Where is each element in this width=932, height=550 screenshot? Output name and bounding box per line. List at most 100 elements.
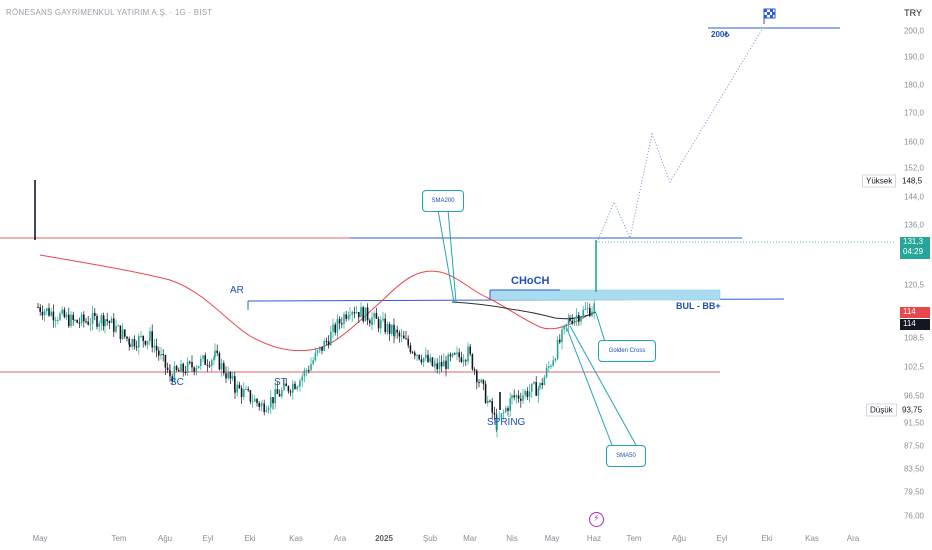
time-tick: Ara <box>333 534 347 543</box>
lightning-icon[interactable]: ⚡ <box>589 512 604 527</box>
candle-body <box>559 339 561 343</box>
candle-body <box>83 314 85 322</box>
currency-label: TRY <box>904 8 922 18</box>
candle-body <box>396 329 398 333</box>
candles-group <box>34 180 597 438</box>
candle-body <box>524 391 526 396</box>
candle-body <box>158 350 160 356</box>
candle-body <box>54 320 57 322</box>
candle-body <box>57 319 59 321</box>
candle-body <box>283 383 285 391</box>
candle-body <box>236 384 238 393</box>
candle-body <box>369 320 371 324</box>
price-tick: 120,5 <box>903 280 924 290</box>
candle-body <box>94 312 96 317</box>
candle-body <box>104 319 106 327</box>
price-tick: 160,0 <box>903 137 924 147</box>
candle-body <box>50 311 52 316</box>
candle-body <box>528 391 531 397</box>
price-tick: 102,5 <box>903 362 924 372</box>
time-tick: Mar <box>463 534 477 543</box>
candle-body <box>500 413 503 419</box>
candle-body <box>74 319 76 321</box>
candle-body <box>584 308 587 310</box>
candle-body <box>578 315 580 322</box>
price-tick: 79,50 <box>903 487 924 497</box>
candle-body <box>78 322 81 324</box>
candle-body <box>265 410 268 412</box>
candle-body <box>537 387 540 396</box>
candle-body <box>68 314 70 327</box>
candle-body <box>373 313 375 318</box>
candle-body <box>364 307 367 322</box>
candle-body <box>129 344 131 347</box>
candle-body <box>178 369 180 372</box>
candle-body <box>272 397 274 404</box>
candle-body <box>517 395 520 399</box>
candle-body <box>526 391 529 397</box>
candle-body <box>260 404 263 407</box>
candle-body <box>234 389 236 393</box>
candle-body <box>366 307 369 321</box>
candle-body <box>193 367 195 372</box>
candle-body <box>456 352 458 355</box>
candle-body <box>65 314 68 318</box>
candle-body <box>480 379 482 383</box>
golden-cross-callout[interactable]: Golden Cross <box>598 340 656 362</box>
candle-body <box>467 346 469 359</box>
current-price-value: 131,3 <box>903 237 924 246</box>
candle-body <box>254 399 256 402</box>
candle-body <box>102 315 105 327</box>
candle-body <box>294 383 296 389</box>
candle-body <box>478 382 480 384</box>
choch-zone[interactable] <box>489 289 721 301</box>
candle-body <box>131 338 133 347</box>
sma200-callout[interactable]: SMA200 <box>422 190 464 212</box>
candle-body <box>124 329 126 337</box>
candle-body <box>166 367 169 371</box>
candle-body <box>580 316 582 322</box>
candle-body <box>180 363 182 372</box>
candle-body <box>482 379 485 384</box>
low-value: 93,75 <box>899 404 926 416</box>
candle-body <box>39 307 41 312</box>
time-axis[interactable]: May Tem Ağu Eyl Eki Kas Ara 2025 Şub Mar Nis May Haz… <box>0 534 880 548</box>
time-tick: Ağu <box>157 534 173 543</box>
candle-body <box>375 313 378 319</box>
candle-body <box>138 335 140 348</box>
sma50-callout[interactable]: SMA50 <box>606 445 646 467</box>
candle-body <box>454 353 456 355</box>
time-tick: Şub <box>422 534 438 543</box>
candle-body <box>108 321 111 323</box>
candle-body <box>409 345 412 353</box>
candle-body <box>520 398 522 401</box>
candle-body <box>341 323 343 325</box>
sma50-pointer-b <box>569 325 637 446</box>
time-tick: Haz <box>586 534 602 543</box>
candle-body <box>113 318 115 332</box>
candle-body <box>204 355 206 365</box>
candle-body <box>498 418 500 420</box>
candle-body <box>169 371 171 377</box>
candle-body <box>422 357 425 363</box>
candle-body <box>545 367 548 378</box>
candle-body <box>513 395 515 398</box>
candle-body <box>218 353 221 370</box>
candle-body <box>119 325 122 339</box>
candle-body <box>287 386 290 392</box>
candle-body <box>451 353 454 357</box>
candle-body <box>386 324 389 333</box>
candle-body <box>491 401 493 413</box>
candle-body <box>305 370 308 372</box>
candle-body <box>377 318 380 329</box>
candle-body <box>460 357 463 362</box>
candle-body <box>334 324 336 333</box>
candle-body <box>582 309 584 317</box>
candle-body <box>411 352 414 354</box>
time-tick: Eki <box>244 534 256 543</box>
candle-body <box>211 360 213 366</box>
candle-body <box>353 312 356 314</box>
candle-body <box>126 336 128 339</box>
candle-body <box>489 400 491 402</box>
